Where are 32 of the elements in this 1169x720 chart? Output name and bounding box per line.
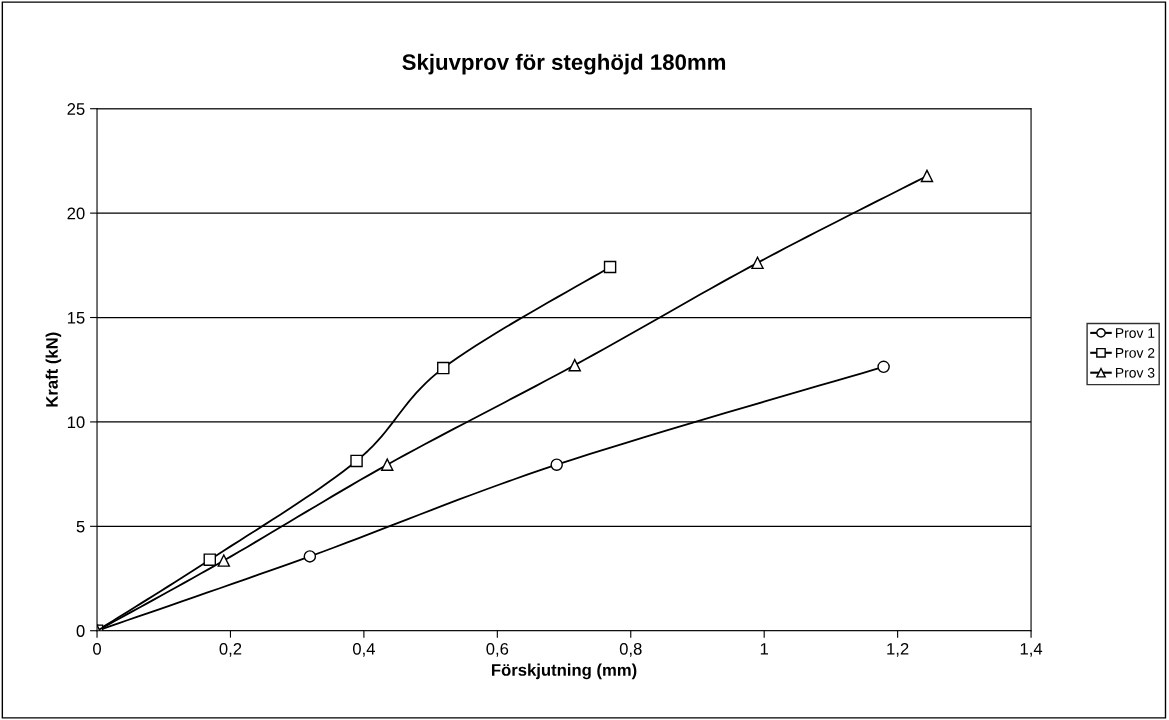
y-axis-title: Kraft (kN) — [45, 332, 62, 407]
legend-label: Prov 2 — [1116, 347, 1155, 358]
x-tick-label: 1,4 — [1020, 643, 1043, 657]
x-tick-label: 0,8 — [619, 642, 642, 657]
x-axis-title: Förskjutning (mm) — [492, 663, 637, 680]
y-tick-label: 25 — [67, 103, 85, 115]
x-tick-label: 0,6 — [486, 642, 509, 657]
point — [568, 358, 581, 372]
point — [203, 553, 217, 566]
point — [603, 260, 617, 274]
point — [437, 361, 450, 375]
legend-label: Prov 3 — [1116, 367, 1155, 378]
point — [350, 454, 363, 468]
x-tick-label: 0,4 — [352, 642, 375, 657]
chart-title: Skjuvprov för steghöjd 180mm — [402, 53, 726, 75]
point — [877, 360, 890, 374]
point — [550, 458, 563, 471]
y-tick-label: 5 — [76, 520, 85, 533]
point — [751, 256, 764, 270]
x-tick-label: 1,2 — [887, 642, 909, 657]
point — [217, 554, 231, 567]
y-tick-label: 10 — [67, 416, 85, 429]
x-tick-label: 0,2 — [219, 642, 242, 657]
point — [303, 550, 317, 563]
x-tick-label: 1 — [760, 643, 769, 655]
y-tick-label: 0 — [76, 625, 85, 637]
y-tick-label: 15 — [67, 312, 85, 324]
x-tick-label: 0 — [93, 642, 102, 655]
point — [380, 458, 394, 471]
y-tick-label: 20 — [67, 207, 85, 220]
legend-label: Prov 1 — [1116, 328, 1155, 338]
point — [920, 169, 934, 183]
